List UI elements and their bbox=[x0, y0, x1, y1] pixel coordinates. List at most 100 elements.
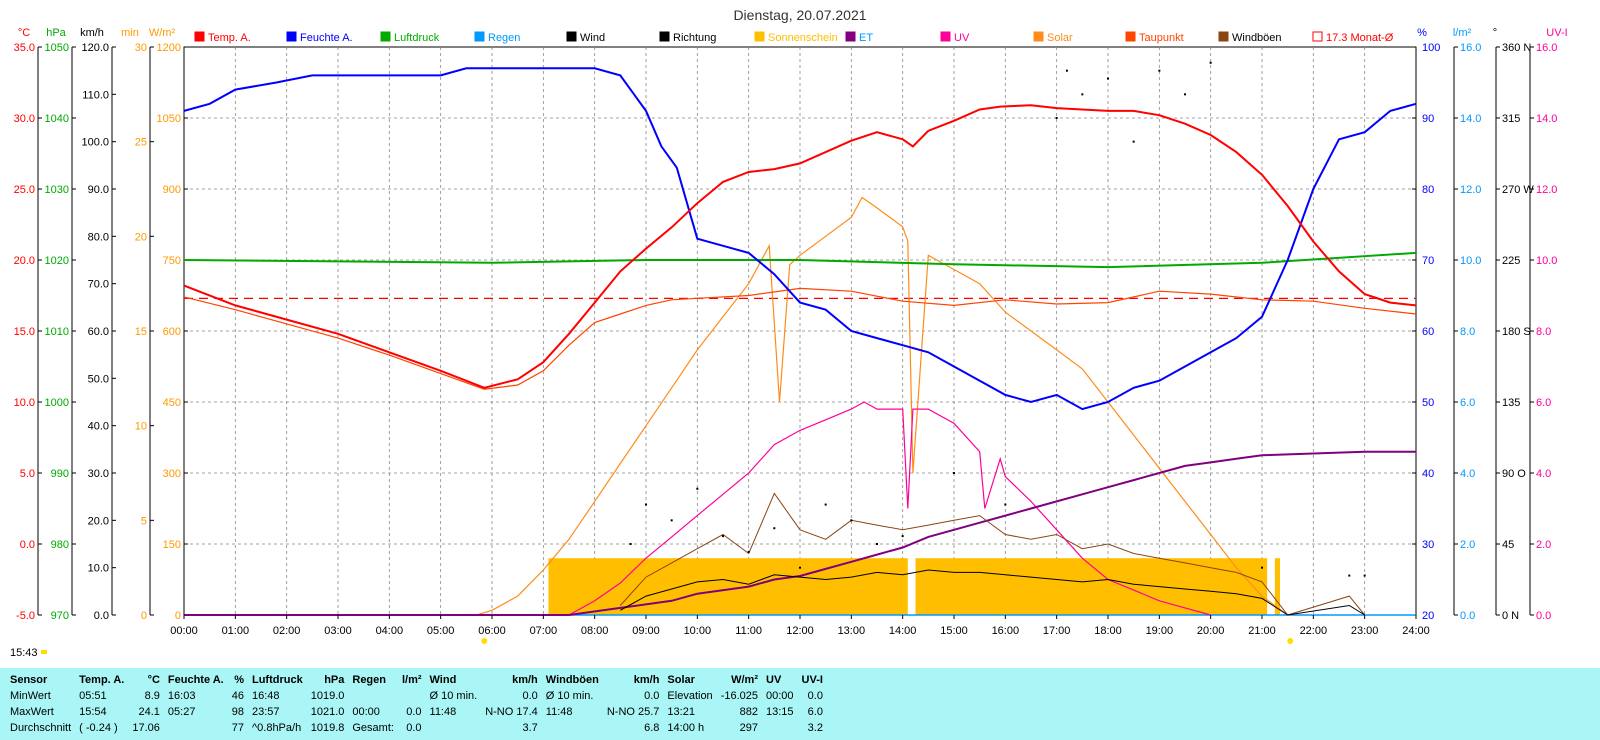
axis-tick-label: 30.0 bbox=[88, 468, 109, 480]
direction-point bbox=[696, 487, 699, 490]
x-tick-label: 20:00 bbox=[1197, 625, 1225, 637]
legend-label: Feuchte A. bbox=[300, 32, 353, 44]
stats-cell: km/h bbox=[633, 674, 660, 686]
x-tick-label: 09:00 bbox=[632, 625, 660, 637]
legend-label: Richtung bbox=[673, 32, 716, 44]
axis-tick-label: 1030 bbox=[45, 184, 69, 196]
series-windb-en bbox=[619, 492, 1366, 616]
legend-swatch bbox=[754, 31, 765, 42]
stats-cell: 6.0 bbox=[807, 706, 823, 718]
axis-tick-label: 0 bbox=[141, 610, 147, 622]
axis-tick-label: 990 bbox=[51, 468, 69, 480]
direction-point bbox=[1261, 566, 1263, 569]
axis-tick-label: 5 bbox=[141, 515, 147, 527]
legend-swatch bbox=[1312, 31, 1323, 42]
axis-tick-label: 0.0 bbox=[94, 610, 109, 622]
axis-tick-label: 0.0 bbox=[20, 539, 35, 551]
legend-label: Windböen bbox=[1232, 32, 1282, 44]
stats-cell: 1019.8 bbox=[310, 722, 345, 734]
axis-tick-label: 16.0 bbox=[1460, 42, 1481, 54]
direction-point bbox=[876, 543, 878, 545]
stats-cell: 16:48 bbox=[251, 690, 280, 702]
axis-unit-temp: °C bbox=[18, 27, 30, 39]
axis-tick-label: 900 bbox=[163, 184, 181, 196]
axis-tick-label: 60.0 bbox=[88, 326, 109, 338]
axis-unit-solar: W/m² bbox=[149, 27, 176, 39]
stats-cell: km/h bbox=[512, 674, 538, 686]
axis-unit-press: hPa bbox=[46, 27, 66, 39]
legend-swatch bbox=[940, 31, 951, 42]
stats-cell: 8.9 bbox=[144, 690, 160, 702]
axis-tick-label: 135 bbox=[1502, 397, 1520, 409]
stats-cell: Wind bbox=[429, 674, 457, 686]
stats-cell: 3.2 bbox=[807, 722, 823, 734]
stats-cell bbox=[398, 688, 426, 704]
axis-tick-label: 4.0 bbox=[1460, 468, 1475, 480]
axis-tick-label: 750 bbox=[163, 255, 181, 267]
axis-tick-label: 0 bbox=[175, 610, 181, 622]
axis-tick-label: 10 bbox=[135, 421, 147, 433]
stats-cell: 0.0 bbox=[406, 722, 422, 734]
axis-tick-label: 2.0 bbox=[1460, 539, 1475, 551]
stats-cell: Solar bbox=[667, 674, 695, 686]
stats-cell: Luftdruck bbox=[251, 674, 303, 686]
stats-cell: Regen bbox=[352, 674, 386, 686]
axis-tick-label: -5.0 bbox=[16, 610, 35, 622]
direction-point bbox=[824, 503, 827, 506]
stats-cell: Windböen bbox=[545, 674, 599, 686]
axis-tick-label: 90.0 bbox=[88, 184, 109, 196]
legend-label: Wind bbox=[580, 32, 605, 44]
axis-tick-label: 1000 bbox=[45, 397, 69, 409]
stats-row-label: Sensor bbox=[10, 674, 48, 686]
axis-tick-label: 970 bbox=[51, 610, 69, 622]
stats-table: Sensor Temp. A. °C Feuchte A.% Luftdruck hPa R… bbox=[6, 672, 827, 736]
axis-tick-label: 225 bbox=[1502, 255, 1520, 267]
stats-cell: 05:51 bbox=[79, 690, 107, 702]
direction-point bbox=[850, 519, 853, 522]
stats-cell: 0.0 bbox=[807, 690, 823, 702]
series-feuchte-a- bbox=[183, 67, 1417, 411]
stats-cell: 05:27 bbox=[167, 706, 196, 718]
axis-tick-label: 1010 bbox=[45, 326, 69, 338]
axis-tick-label: 180 S bbox=[1502, 326, 1531, 338]
stats-cell: 882 bbox=[739, 706, 758, 718]
plot-area bbox=[183, 61, 1417, 616]
x-tick-label: 12:00 bbox=[786, 625, 814, 637]
x-tick-label: 00:00 bbox=[170, 625, 198, 637]
stats-row-label: MaxWert bbox=[10, 706, 54, 718]
stats-cell: 1019.0 bbox=[310, 690, 345, 702]
stats-cell: 3.7 bbox=[522, 722, 538, 734]
axis-tick-label: 80 bbox=[1422, 184, 1434, 196]
stats-cell bbox=[542, 720, 603, 736]
direction-point bbox=[629, 543, 632, 545]
axis-tick-label: 20.0 bbox=[14, 255, 35, 267]
axis-tick-label: 150 bbox=[163, 539, 181, 551]
axis-tick-label: 12.0 bbox=[1536, 184, 1557, 196]
legend-label: Sonnenschein bbox=[768, 32, 838, 44]
axis-tick-label: 2.0 bbox=[1536, 539, 1551, 551]
chart-title: Dienstag, 20.07.2021 bbox=[733, 7, 866, 23]
legend-swatch bbox=[659, 31, 670, 42]
clock-marker bbox=[41, 650, 47, 654]
legend: Temp. A. Feuchte A. Luftdruck Regen Wind Rich… bbox=[194, 31, 1394, 44]
stats-cell: ( -0.24 ) bbox=[79, 722, 118, 734]
axis-tick-label: 10.0 bbox=[14, 397, 35, 409]
sunrise-marker bbox=[481, 638, 488, 644]
x-tick-label: 16:00 bbox=[992, 625, 1020, 637]
series-temp-a- bbox=[183, 104, 1417, 389]
sunshine-bar bbox=[1274, 558, 1280, 615]
axis-tick-label: 1050 bbox=[45, 42, 69, 54]
axis-tick-label: 10.0 bbox=[88, 563, 109, 575]
stats-cell: N-NO 25.7 bbox=[606, 706, 660, 718]
axis-tick-label: 14.0 bbox=[1536, 113, 1557, 125]
axis-tick-label: 6.0 bbox=[1536, 397, 1551, 409]
sunshine-bar bbox=[915, 558, 1268, 615]
x-tick-label: 22:00 bbox=[1300, 625, 1328, 637]
stats-cell: 15:54 bbox=[79, 706, 107, 718]
axis-tick-label: 1050 bbox=[157, 113, 181, 125]
stats-cell: Ø 10 min. bbox=[429, 690, 478, 702]
stats-row: Durchschnitt ( -0.24 ) 17.06 77 ^0.8hPa/h 101… bbox=[6, 720, 827, 736]
axis-tick-label: 5.0 bbox=[20, 468, 35, 480]
sunset-marker bbox=[1287, 638, 1294, 644]
stats-cell bbox=[762, 720, 798, 736]
